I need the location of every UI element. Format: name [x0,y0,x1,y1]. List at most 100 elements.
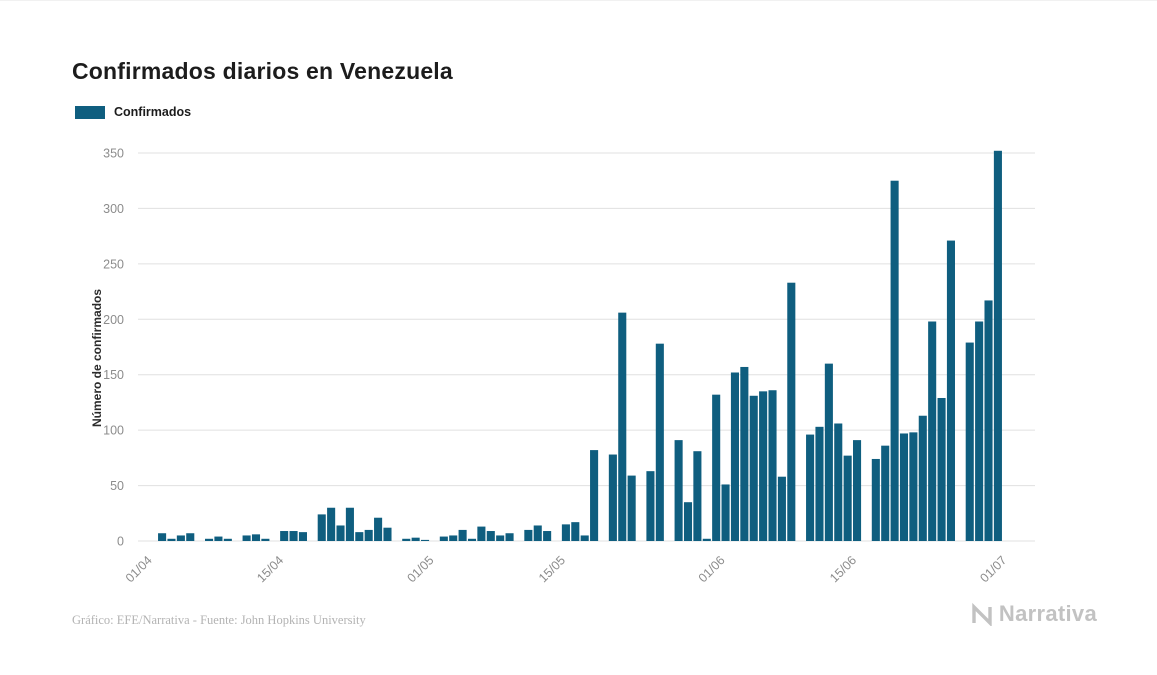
bar [881,445,890,541]
legend: Confirmados [75,105,191,119]
bar [167,538,176,541]
bar [327,507,336,541]
bar [298,532,307,541]
bar [336,525,345,541]
bar [374,517,383,541]
bar [317,514,326,541]
bar [345,507,354,541]
bar [505,533,514,541]
bar [993,150,1002,542]
bar [421,539,430,541]
bar [242,535,251,541]
y-tick-label: 150 [103,368,124,382]
bar [561,524,570,541]
bar [608,454,617,541]
bar [740,366,749,541]
y-tick-label: 0 [117,535,124,549]
bar [402,538,411,541]
bar [871,458,880,541]
bar [580,535,589,541]
bar [251,534,261,541]
bar [702,538,711,541]
x-tick-label: 15/05 [536,553,568,585]
bar [853,440,862,541]
x-tick-label: 15/04 [254,553,286,585]
bar [918,415,927,541]
bar [383,527,392,541]
bar [176,535,185,541]
bar [439,536,448,541]
narrativa-logo: Narrativa [970,601,1097,627]
bar [646,471,655,541]
chart-area: Número de confirmados 0 50 100 150 200 250 300… [60,141,1090,606]
page-title: Confirmados diarios en Venezuela [72,58,453,85]
bar [571,522,580,541]
y-tick-label: 200 [103,313,124,327]
bar [759,391,768,541]
bar [768,390,777,541]
bar [777,476,786,541]
bar [533,525,542,541]
bar [712,394,721,541]
bar [890,180,899,541]
y-tick-label: 50 [110,479,124,493]
y-tick-label: 300 [103,202,124,216]
bar [458,529,467,541]
bar [965,342,974,541]
bar [496,535,505,541]
bar [289,531,298,541]
bar [655,343,664,541]
bar [730,372,739,541]
bar [693,451,702,541]
y-tick-label: 350 [103,147,124,161]
bar [205,538,214,541]
bar [477,526,486,541]
bar [721,484,730,541]
bar [627,475,636,541]
bar-chart: 0 50 100 150 200 250 300 350 01/04 15/04 01/05 15/0… [103,147,1035,585]
bar [449,535,458,541]
bar [843,455,852,541]
bar [806,434,815,541]
bar [223,538,232,541]
bar [186,533,195,541]
bar [815,426,824,541]
bar [899,433,909,541]
x-tick-label: 15/06 [827,553,859,585]
legend-label: Confirmados [114,105,192,119]
x-tick-label: 01/05 [405,553,437,585]
bar [355,532,364,541]
x-tick-label: 01/04 [123,553,155,585]
x-tick-label: 01/06 [696,553,728,585]
bar [280,531,289,541]
bar [674,440,683,541]
bar [937,397,946,541]
bar [683,502,693,541]
bar [946,240,955,541]
bar [590,450,599,541]
bar [618,312,627,541]
y-axis-title: Número de confirmados [90,288,104,427]
bar [928,321,937,541]
bar [411,537,420,541]
bar [749,395,758,541]
bar [984,300,993,541]
bar [214,536,223,541]
bar [364,529,373,541]
bar [834,423,843,541]
source-credit: Gráfico: EFE/Narrativa - Fuente: John Ho… [72,613,366,627]
narrativa-logo-text: Narrativa [998,601,1097,626]
bar [543,531,552,541]
y-tick-label: 100 [103,424,124,438]
bar [975,321,984,541]
bar [909,432,918,541]
x-tick-label: 01/07 [977,553,1009,585]
bar [787,282,796,541]
bar [158,533,167,541]
y-tick-label: 250 [103,257,124,271]
bar [467,538,477,541]
bar [261,538,270,541]
bar [524,529,533,541]
legend-swatch [75,105,105,119]
